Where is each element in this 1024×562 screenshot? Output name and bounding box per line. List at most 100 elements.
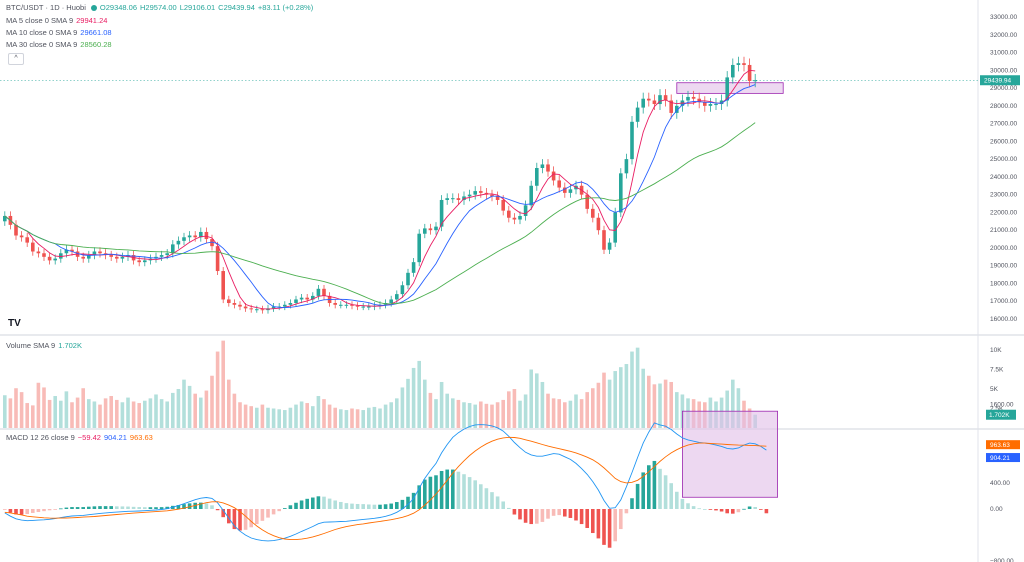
volume-label: Volume SMA 9 bbox=[6, 341, 56, 350]
volume-bar bbox=[159, 399, 164, 428]
volume-bar bbox=[451, 398, 455, 428]
volume-bar bbox=[176, 389, 181, 428]
candle-body bbox=[120, 256, 125, 259]
macd-histogram-bar bbox=[546, 509, 550, 519]
volume-bar bbox=[624, 364, 629, 428]
candle-body bbox=[703, 102, 707, 106]
ma30-value: 28560.28 bbox=[80, 40, 112, 49]
signal-line bbox=[4, 436, 767, 541]
macd-histogram-bar bbox=[165, 506, 169, 509]
price-axis-label: 22000.00 bbox=[990, 209, 1017, 216]
candle-body bbox=[288, 303, 293, 305]
ma5-value: 29941.24 bbox=[76, 16, 108, 25]
macd-histogram-bar bbox=[630, 498, 634, 509]
volume-bar bbox=[647, 375, 651, 428]
candle-body bbox=[585, 194, 589, 209]
macd-histogram-bar bbox=[361, 504, 365, 509]
candle-body bbox=[607, 242, 612, 250]
volume-bar bbox=[277, 409, 281, 428]
volume-bar bbox=[411, 367, 416, 428]
volume-bar bbox=[501, 399, 505, 428]
candle-body bbox=[344, 304, 349, 306]
volume-bar bbox=[512, 389, 517, 428]
macd-histogram-bar bbox=[764, 509, 769, 514]
macd-histogram-bar bbox=[249, 509, 253, 528]
macd-legend[interactable]: MACD 12 26 close 9 −59.42 904.21 963.63 bbox=[6, 433, 156, 443]
macd-histogram-bar bbox=[585, 509, 589, 529]
candle-body bbox=[238, 304, 242, 307]
candle-body bbox=[501, 199, 505, 211]
volume-bar bbox=[19, 392, 24, 428]
macd-histogram-bar bbox=[383, 504, 388, 509]
volume-value-label: 1.702K bbox=[989, 412, 1010, 419]
volume-bar bbox=[518, 400, 522, 428]
macd-histogram-bar bbox=[182, 504, 186, 509]
volume-bar bbox=[305, 403, 309, 428]
ma5-legend[interactable]: MA 5 close 0 SMA 9 29941.24 bbox=[6, 16, 110, 26]
macd-line-value: 904.21 bbox=[103, 433, 127, 442]
candle-body bbox=[115, 256, 119, 259]
price-axis-label: 31000.00 bbox=[990, 50, 1017, 57]
volume-bar bbox=[299, 401, 304, 428]
macd-histogram-bar bbox=[260, 509, 265, 521]
macd-histogram-bar bbox=[439, 470, 444, 509]
volume-bar bbox=[607, 379, 612, 428]
price-axis-label: 28000.00 bbox=[990, 103, 1017, 110]
price-axis-label: 17000.00 bbox=[990, 298, 1017, 305]
volume-bar bbox=[495, 402, 500, 428]
volume-bar bbox=[232, 393, 237, 428]
volume-bar bbox=[652, 384, 657, 428]
candle-body bbox=[630, 121, 634, 160]
macd-histogram-bar bbox=[551, 509, 556, 516]
macd-histogram-bar bbox=[288, 505, 293, 509]
volume-bar bbox=[8, 398, 13, 428]
macd-histogram-bar bbox=[445, 469, 449, 509]
volume-bar bbox=[143, 400, 147, 428]
volume-bar bbox=[120, 402, 125, 428]
volume-bar bbox=[14, 388, 18, 428]
macd-histogram-bar bbox=[624, 509, 629, 514]
candle-body bbox=[389, 299, 393, 304]
candle-body bbox=[204, 231, 209, 240]
candle-body bbox=[652, 100, 657, 105]
volume-bar bbox=[350, 408, 354, 428]
collapse-legend-button[interactable]: ^ bbox=[8, 53, 24, 65]
volume-bar bbox=[171, 392, 175, 428]
ma10-legend[interactable]: MA 10 close 0 SMA 9 29661.08 bbox=[6, 28, 115, 38]
candle-body bbox=[395, 294, 399, 300]
macd-histogram-bar bbox=[759, 509, 763, 510]
volume-bar bbox=[98, 404, 102, 428]
ohlc-change: +83.11 (+0.28%) bbox=[257, 3, 314, 12]
volume-bar bbox=[551, 398, 556, 428]
candle-body bbox=[686, 96, 690, 101]
volume-bar bbox=[204, 390, 209, 428]
volume-bar bbox=[406, 378, 410, 428]
last-price-tag bbox=[980, 75, 1020, 86]
volume-bar bbox=[87, 399, 91, 428]
macd-histogram-bar bbox=[742, 508, 746, 510]
volume-bar bbox=[70, 402, 74, 428]
candle-body bbox=[535, 168, 539, 186]
volume-bar bbox=[3, 395, 7, 428]
candle-body bbox=[495, 196, 500, 200]
tradingview-logo[interactable]: TV bbox=[8, 318, 21, 329]
macd-histogram-bar bbox=[14, 509, 18, 515]
volume-bar bbox=[417, 360, 421, 428]
macd-histogram-bar bbox=[658, 468, 662, 509]
volume-bar bbox=[456, 399, 461, 428]
candle-body bbox=[400, 285, 405, 295]
volume-bar bbox=[42, 387, 46, 428]
candle-body bbox=[658, 95, 662, 105]
candle-body bbox=[36, 251, 41, 254]
volume-legend[interactable]: Volume SMA 9 1.702K bbox=[6, 341, 85, 351]
macd-histogram-bar bbox=[456, 471, 461, 509]
volume-bar bbox=[675, 392, 679, 428]
volume-bar bbox=[579, 399, 584, 428]
macd-histogram-bar bbox=[591, 509, 595, 534]
macd-histogram-bar bbox=[568, 509, 573, 518]
symbol-label[interactable]: BTC/USDT · 1D · Huobi bbox=[6, 3, 86, 12]
macd-histogram-bar bbox=[484, 488, 489, 509]
ma30-legend[interactable]: MA 30 close 0 SMA 9 28560.28 bbox=[6, 40, 115, 50]
